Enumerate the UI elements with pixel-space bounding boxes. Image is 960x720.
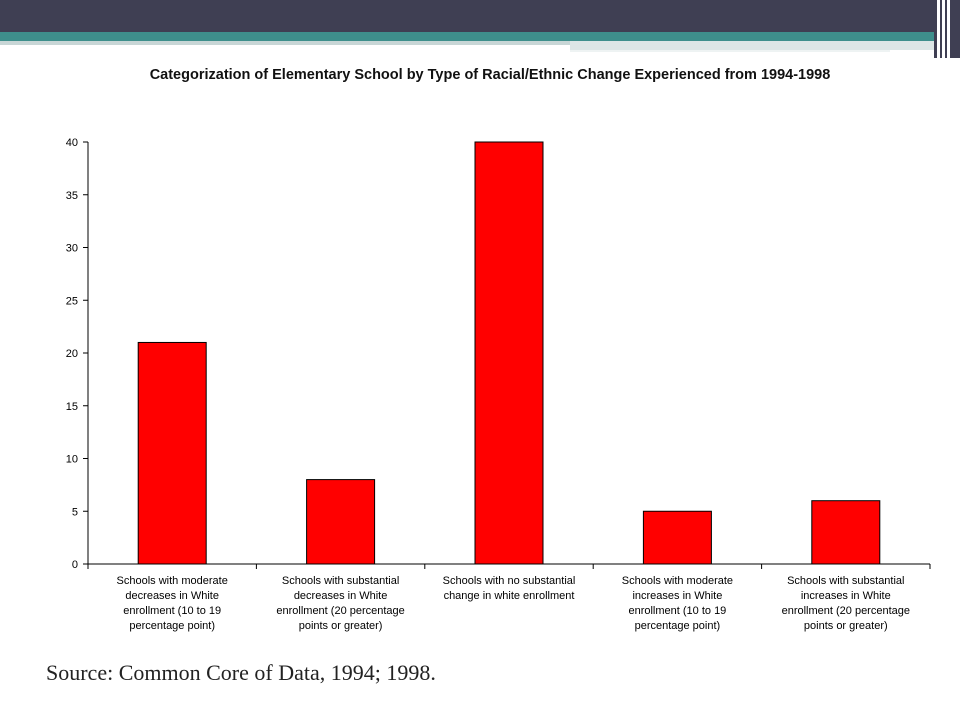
x-category-label: Schools with substantial decreases in Whi… — [276, 575, 404, 632]
header-accent-stripe — [0, 32, 934, 41]
y-tick-label: 0 — [72, 559, 78, 571]
y-tick-label: 40 — [66, 137, 78, 149]
header-shadow-stripe-right — [570, 41, 934, 50]
y-tick-label: 35 — [66, 190, 78, 202]
y-tick-label: 15 — [66, 401, 78, 413]
x-category-label: Schools with moderate decreases in White e… — [117, 575, 228, 632]
header-bar — [0, 0, 934, 32]
x-category-label: Schools with no substantial change in whi… — [443, 575, 576, 602]
y-tick-label: 30 — [66, 243, 78, 255]
source-note: Source: Common Core of Data, 1994; 1998. — [46, 660, 436, 685]
y-tick-label: 5 — [72, 506, 78, 518]
header-edge-bars — [934, 0, 960, 60]
x-category-label: Schools with moderate increases in White e… — [622, 575, 733, 632]
y-tick-label: 10 — [66, 454, 78, 466]
bar — [811, 500, 881, 565]
header-shadow-stripe — [0, 41, 570, 45]
bar — [642, 510, 712, 565]
y-tick-label: 25 — [66, 295, 78, 307]
y-tick-label: 20 — [66, 348, 78, 360]
x-category-label: Schools with substantial increases in Whi… — [782, 575, 910, 632]
bar — [474, 141, 544, 565]
chart-title: Categorization of Elementary School by T… — [149, 67, 831, 83]
bar — [137, 341, 207, 565]
bar — [306, 479, 376, 565]
header-highlight-line — [570, 50, 890, 52]
